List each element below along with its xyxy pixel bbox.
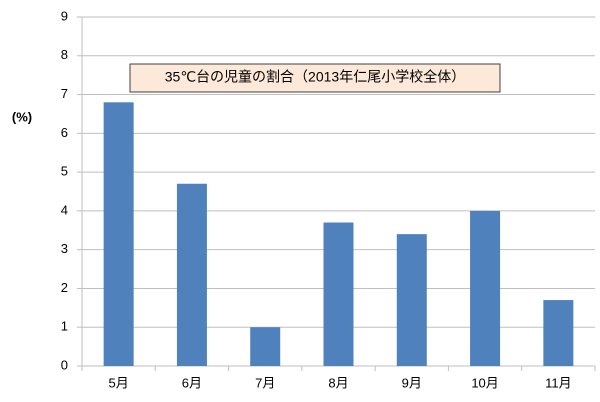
title-box [129,63,501,93]
plot-area: 0 1 2 3 4 5 6 7 8 9 5月 6月 7月 8月 9月 10月 11月 [61,8,596,390]
x-tick-label: 7月 [255,375,275,390]
y-tick-label: 8 [61,47,68,62]
y-tick-label: 3 [61,241,68,256]
chart-title: 35℃台の児童の割合（2013年仁尾小学校全体） [165,69,465,85]
bar [250,327,281,366]
y-tick-label: 0 [61,357,68,372]
x-tick-label: 11月 [545,375,572,390]
y-tick-label: 6 [61,125,68,140]
x-tick-label: 5月 [109,375,129,390]
bar [470,210,501,366]
y-tick-label: 9 [61,8,68,23]
y-tick-label: 5 [61,164,68,179]
x-tick-label: 10月 [471,375,498,390]
bar [396,234,427,366]
y-tick-label: 7 [61,86,68,101]
y-tick-label: 1 [61,319,68,334]
bar [323,222,354,366]
bar [543,300,574,366]
y-tick-label: 4 [61,202,68,217]
bar [103,102,134,367]
y-tick-label: 2 [61,280,68,295]
y-axis-label: (%) [12,109,32,124]
x-tick-label: 8月 [328,375,348,390]
x-tick-label: 9月 [402,375,422,390]
bar [176,183,207,366]
x-tick-label: 6月 [182,375,202,390]
